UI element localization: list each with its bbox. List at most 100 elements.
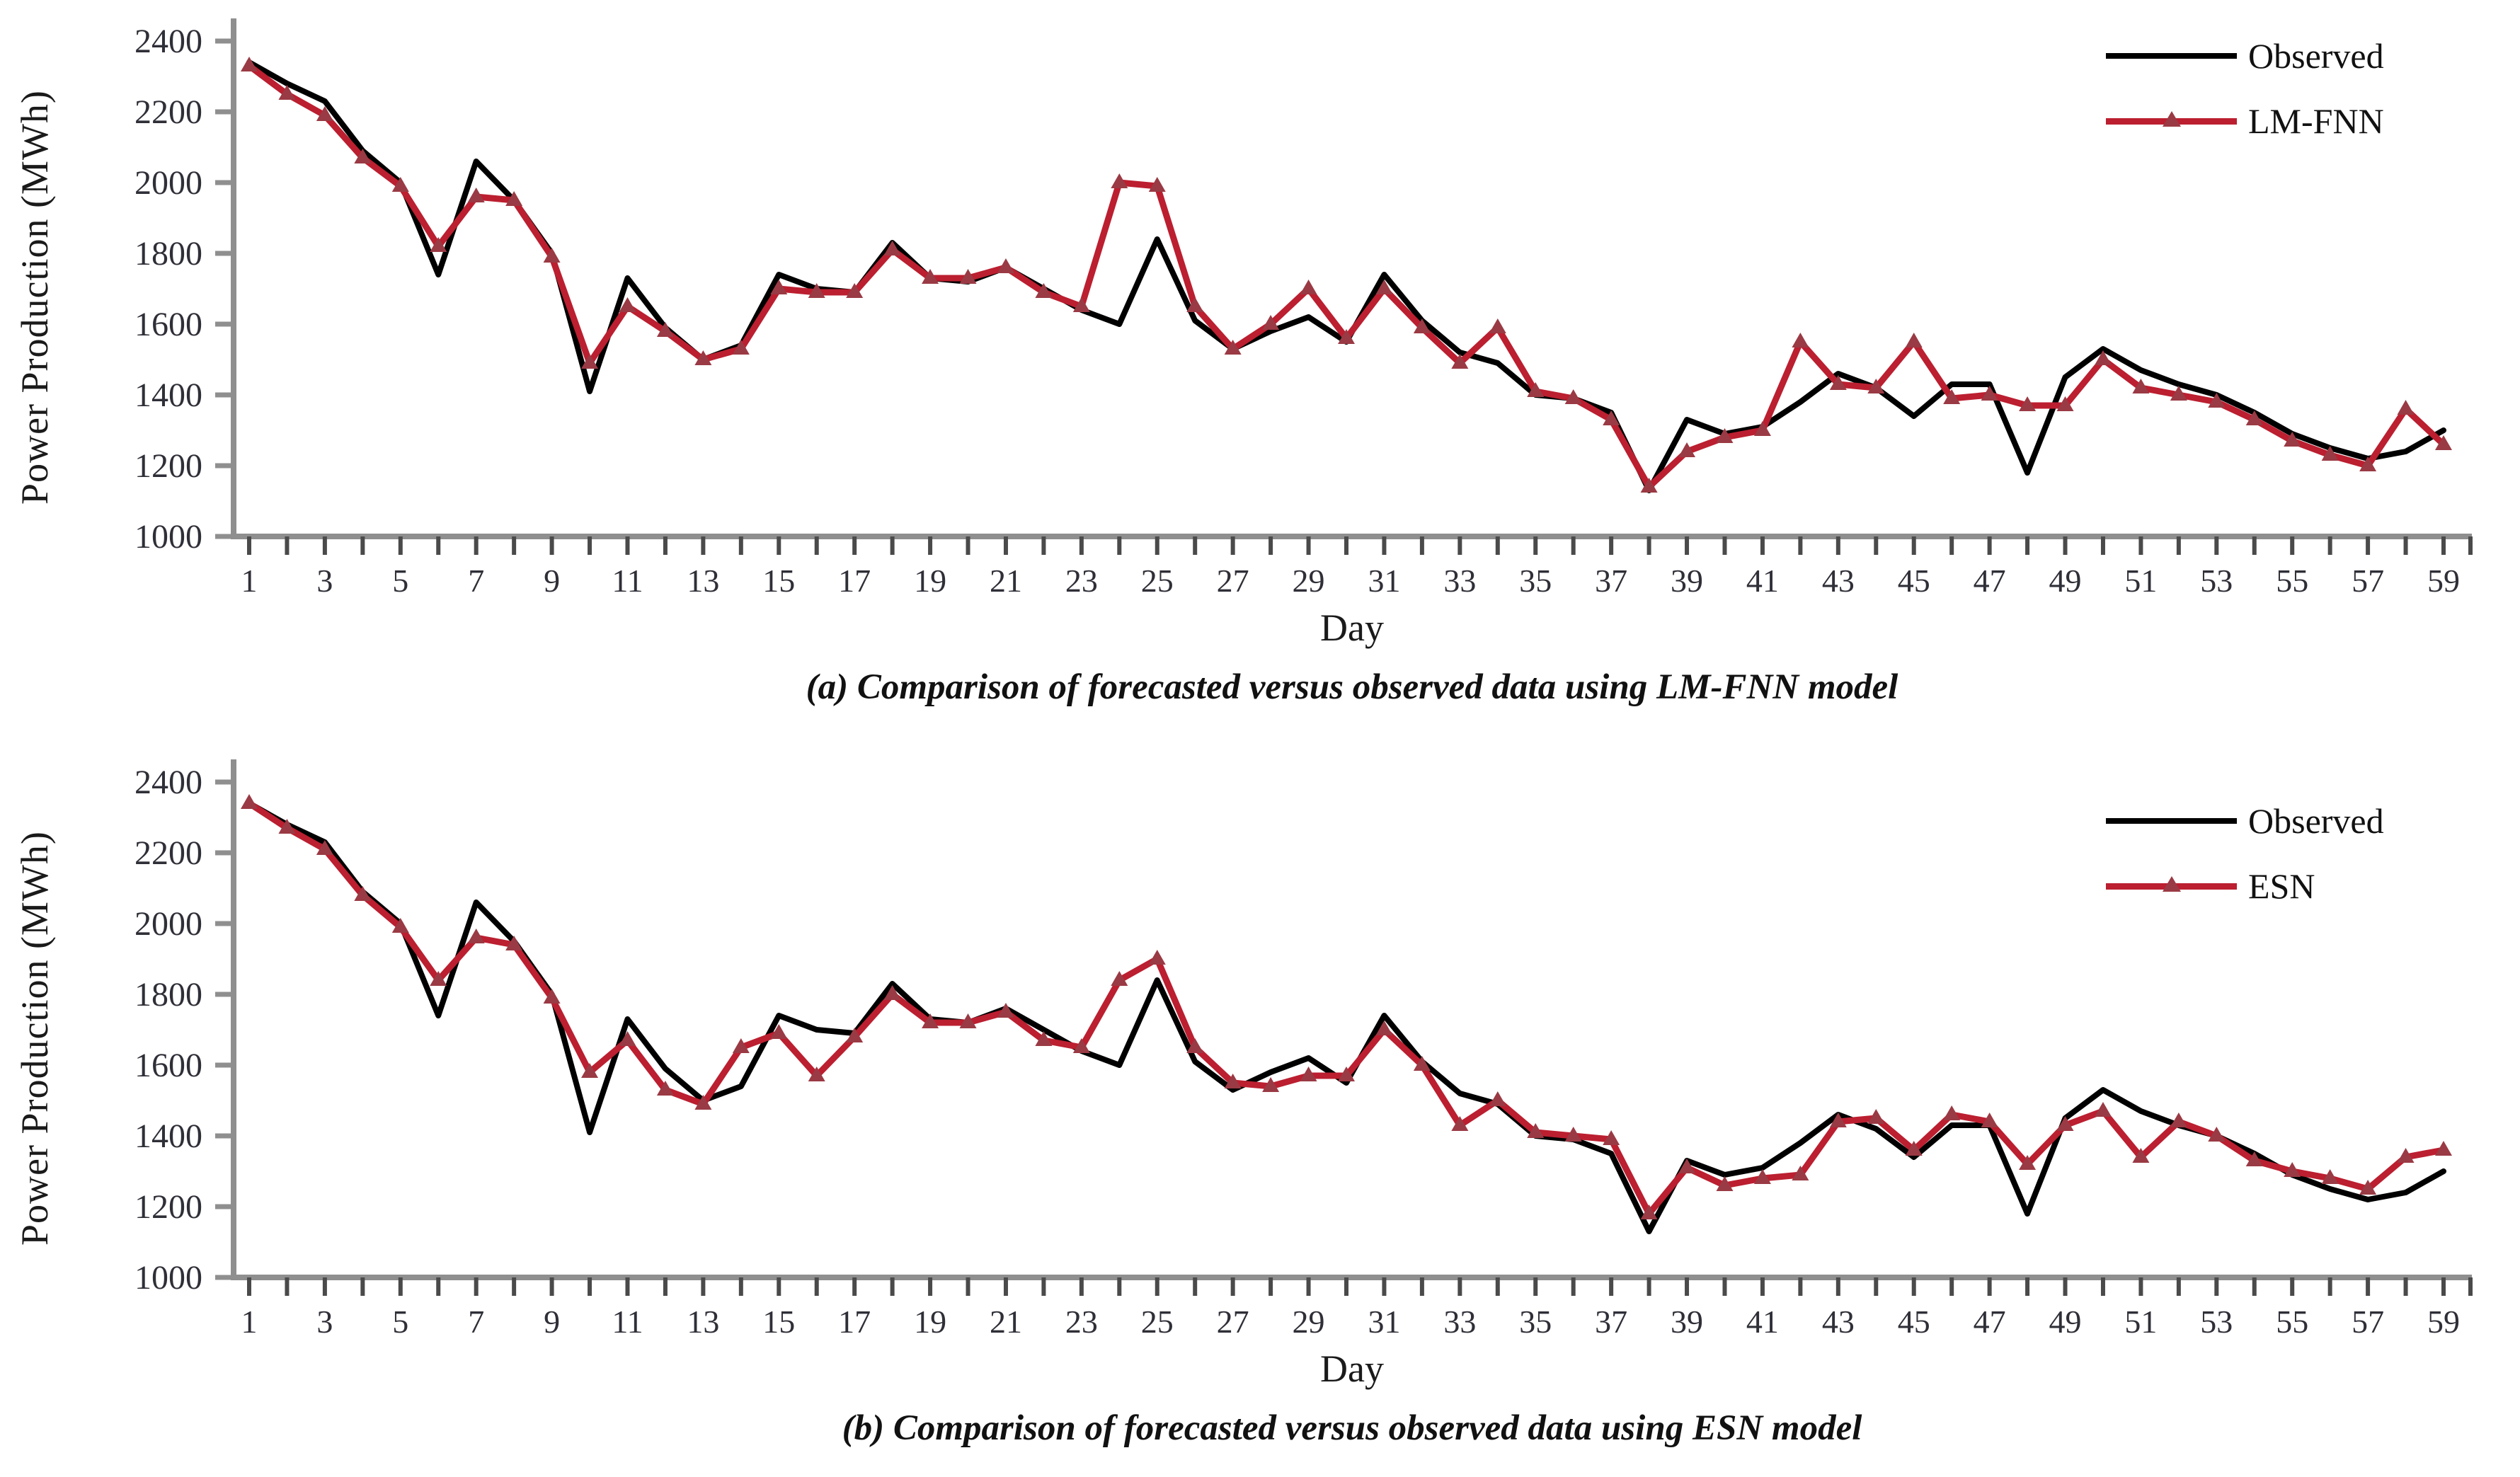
forecast-marker: [1716, 428, 1734, 443]
y-tick-label: 2400: [134, 764, 202, 801]
legend-item-observed: Observed: [2106, 35, 2384, 76]
x-tick-label: 23: [1065, 1304, 1098, 1340]
forecast-marker: [1451, 354, 1469, 369]
forecast-marker: [1300, 280, 1317, 294]
forecast-marker: [1262, 315, 1280, 330]
forecast-marker: [2132, 379, 2150, 393]
forecast-marker: [1867, 379, 1885, 393]
forecast-marker: [543, 989, 561, 1004]
legend-item-esn: ESN: [2106, 866, 2384, 907]
observed-line: [246, 800, 2446, 1234]
x-tick-label: 41: [1746, 1304, 1779, 1340]
esn-line-swatch: [2106, 866, 2237, 907]
triangle-marker-icon: [2162, 111, 2181, 127]
legend-label-lmfnn: LM-FNN: [2248, 101, 2384, 141]
forecast-marker: [883, 985, 901, 1000]
forecast-marker: [316, 106, 333, 121]
x-tick-label: 59: [2427, 1304, 2460, 1340]
forecast-marker: [2284, 432, 2301, 447]
forecast-marker: [1035, 1031, 1053, 1046]
y-tick-label: 1400: [134, 1117, 202, 1155]
forecast-marker: [1111, 173, 1128, 188]
forecast-marker: [1300, 1067, 1317, 1081]
x-tick-label: 49: [2049, 1304, 2082, 1340]
forecast-marker: [1829, 375, 1847, 390]
forecast-marker: [543, 248, 561, 263]
forecast-marker: [2094, 350, 2112, 365]
forecast-marker: [997, 1003, 1014, 1018]
forecast-marker: [694, 350, 712, 365]
forecast-marker: [2397, 1148, 2415, 1163]
forecast-marker: [959, 1013, 977, 1028]
forecast-marker: [1981, 386, 1998, 401]
legend-label-observed: Observed: [2248, 801, 2384, 841]
y-tick-label: 1800: [134, 976, 202, 1013]
forecast-marker: [391, 177, 409, 192]
forecast-marker: [922, 1013, 939, 1028]
forecast-marker: [1186, 1038, 1204, 1053]
forecast-marker: [883, 241, 901, 255]
forecast-marker: [430, 237, 447, 252]
legend-b: Observed ESN: [2106, 800, 2384, 907]
chart-panel-b: Power Production (MWh) 1000 1200 1400 1600 1…: [0, 741, 2520, 1477]
x-tick-label: 5: [392, 563, 408, 599]
forecast-marker: [732, 340, 750, 355]
forecast-marker: [1829, 1113, 1847, 1127]
forecast-marker: [1035, 283, 1053, 298]
x-tick-label: 1: [241, 563, 258, 599]
forecast-marker: [581, 354, 599, 369]
forecast-marker: [1451, 1116, 1469, 1131]
caption-a: (a) Comparison of forecasted versus obse…: [806, 667, 1898, 707]
y-tick-label: 1600: [134, 306, 202, 343]
forecast-marker: [1489, 318, 1506, 333]
x-tick-label: 31: [1368, 1304, 1400, 1340]
x-tick-label: 29: [1293, 563, 1325, 599]
forecast-marker: [2321, 1169, 2339, 1184]
forecast-marker: [694, 1095, 712, 1110]
forecast-marker: [316, 840, 333, 855]
forecast-marker: [770, 280, 788, 294]
forecast-marker: [2359, 1180, 2377, 1195]
forecast-marker: [1640, 478, 1658, 493]
forecast-marker: [2321, 446, 2339, 461]
x-tick-label: 9: [544, 1304, 560, 1340]
forecast-marker: [2019, 396, 2037, 411]
forecast-marker: [241, 794, 258, 809]
x-tick-label: 35: [1519, 1304, 1552, 1340]
forecast-marker: [1753, 421, 1771, 436]
x-tick-label: 47: [1974, 1304, 2006, 1340]
forecast-marker: [1943, 389, 1961, 404]
forecast-marker: [1792, 333, 1809, 347]
x-tick-label: 37: [1595, 1304, 1627, 1340]
forecast-marker: [2435, 435, 2452, 450]
x-tick-label: 45: [1898, 563, 1930, 599]
forecast-marker: [1413, 318, 1431, 333]
forecast-marker: [1072, 297, 1090, 312]
observed-line-swatch: [2106, 35, 2237, 76]
x-tick-label: 11: [612, 1304, 643, 1340]
forecast-marker: [1678, 442, 1696, 457]
forecast-marker: [1640, 1205, 1658, 1219]
forecast-marker: [2435, 1141, 2452, 1156]
forecast-marker: [732, 1038, 750, 1053]
x-tick-label: 21: [990, 1304, 1022, 1340]
forecast-marker: [2094, 1102, 2112, 1117]
x-tick-label: 59: [2427, 563, 2460, 599]
x-tick-label: 31: [1368, 563, 1400, 599]
forecast-marker: [2359, 456, 2377, 471]
chart-panel-a: Power Production (MWh) 1000 1200 1400 1600 1…: [0, 0, 2520, 736]
x-tick-label: 37: [1595, 563, 1627, 599]
y-tick-label: 1000: [134, 518, 202, 556]
x-tick-label: 25: [1141, 563, 1174, 599]
x-tick-label: 15: [762, 563, 795, 599]
legend-label-observed: Observed: [2248, 36, 2384, 76]
x-tick-label: 7: [468, 563, 484, 599]
triangle-marker-icon: [2162, 876, 2181, 892]
forecast-marker: [1338, 329, 1355, 344]
forecast-marker: [846, 1028, 864, 1042]
forecast-marker: [467, 188, 485, 202]
x-axis-title-b: Day: [1320, 1347, 1384, 1390]
forecast-marker: [2397, 400, 2415, 415]
forecast-marker: [1867, 1109, 1885, 1124]
x-tick-label: 21: [990, 563, 1022, 599]
